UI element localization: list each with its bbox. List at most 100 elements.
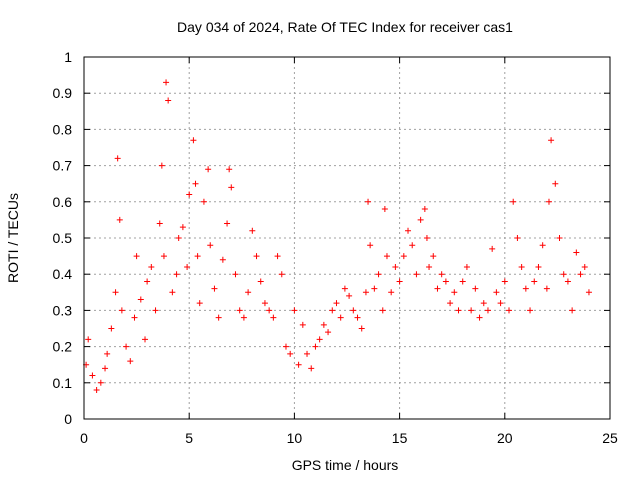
x-tick-labels: 0 5 10 15 20 25 [80, 430, 618, 446]
data-point [535, 263, 542, 270]
data-point [156, 220, 163, 227]
x-tick-label: 0 [80, 430, 88, 446]
y-tick-label: 0.1 [53, 375, 73, 391]
data-point [158, 162, 165, 169]
y-tick-label: 0.9 [53, 85, 73, 101]
data-point [405, 227, 412, 234]
x-axis-title: GPS time / hours [292, 457, 399, 473]
data-point [522, 285, 529, 292]
data-point [577, 271, 584, 278]
data-point [362, 289, 369, 296]
data-point [192, 180, 199, 187]
data-point [506, 307, 513, 314]
data-point [484, 307, 491, 314]
y-axis-title: ROTI / TECUs [5, 193, 21, 283]
data-point [108, 325, 115, 332]
data-point [123, 343, 130, 350]
data-point [312, 343, 319, 350]
data-point [116, 216, 123, 223]
data-point [304, 350, 311, 357]
data-points [83, 79, 592, 394]
data-point [585, 289, 592, 296]
y-tick-label: 0.4 [53, 266, 73, 282]
data-point [501, 278, 508, 285]
data-point [392, 263, 399, 270]
data-point [409, 242, 416, 249]
data-point [569, 307, 576, 314]
data-point [226, 166, 233, 173]
data-point [133, 253, 140, 260]
data-point [381, 206, 388, 213]
data-point [434, 285, 441, 292]
data-point [114, 155, 121, 162]
data-point [514, 235, 521, 241]
data-point [497, 300, 504, 307]
y-tick-labels: 0 0.1 0.2 0.3 0.4 0.5 0.6 0.7 0.8 0.9 1 [53, 49, 73, 427]
grid-lines [84, 57, 610, 419]
data-point [388, 289, 395, 296]
data-point [308, 365, 315, 372]
data-point [451, 289, 458, 296]
data-point [329, 307, 336, 314]
y-tick-label: 0.6 [53, 194, 73, 210]
data-point [333, 300, 340, 307]
data-point [518, 263, 525, 270]
data-point [337, 314, 344, 321]
x-tick-label: 15 [392, 430, 408, 446]
data-point [93, 387, 100, 394]
data-point [200, 198, 207, 205]
data-point [573, 249, 580, 256]
data-point [455, 307, 462, 314]
data-point [287, 350, 294, 357]
data-point [85, 336, 92, 343]
data-point [365, 198, 372, 205]
data-point [228, 184, 235, 191]
data-point [354, 314, 361, 321]
data-point [543, 285, 550, 292]
data-point [480, 300, 487, 307]
data-point [112, 289, 119, 296]
y-tick-label: 0 [64, 411, 72, 427]
data-point [463, 263, 470, 270]
data-point [163, 79, 170, 86]
data-point [215, 314, 222, 321]
data-point [472, 285, 479, 292]
data-point [270, 314, 277, 321]
y-tick-label: 0.5 [53, 230, 73, 246]
data-point [413, 271, 420, 278]
data-point [104, 350, 111, 357]
data-point [438, 271, 445, 278]
data-point [430, 253, 437, 260]
data-point [527, 307, 534, 314]
data-point [137, 296, 144, 303]
data-point [539, 242, 546, 249]
data-point [249, 227, 256, 234]
data-point [186, 191, 193, 198]
data-point [371, 285, 378, 292]
y-tick-label: 1 [64, 49, 72, 65]
data-point [165, 97, 172, 104]
data-point [257, 278, 264, 285]
data-point [142, 336, 149, 343]
data-point [160, 253, 167, 260]
data-point [152, 307, 159, 314]
data-point [118, 307, 125, 314]
data-point [447, 300, 454, 307]
data-point [367, 242, 374, 249]
data-point [282, 343, 289, 350]
data-point [295, 361, 302, 368]
data-point [442, 278, 449, 285]
data-point [207, 242, 214, 249]
chart-title: Day 034 of 2024, Rate Of TEC Index for r… [177, 19, 513, 35]
data-point [102, 365, 109, 372]
data-point [350, 307, 357, 314]
data-point [261, 300, 268, 307]
data-point [169, 289, 176, 296]
data-point [510, 198, 517, 205]
data-point [299, 321, 306, 328]
data-point [236, 307, 243, 314]
plot-frame [83, 56, 611, 420]
x-tick-label: 20 [497, 430, 513, 446]
data-point [379, 307, 386, 314]
